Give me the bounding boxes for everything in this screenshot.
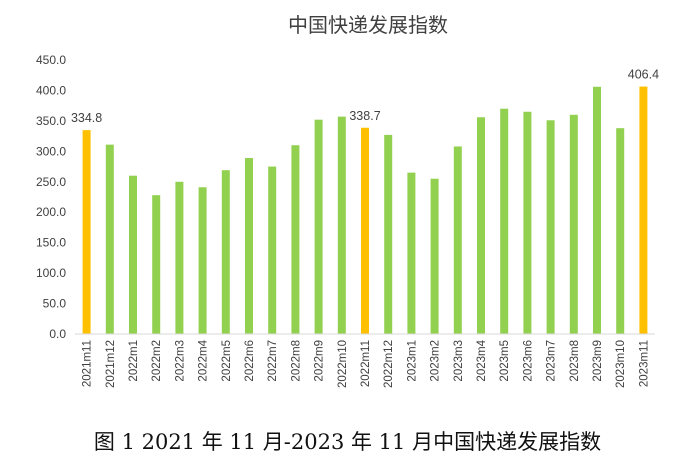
x-tick-label: 2022m2: [151, 340, 163, 382]
x-tick-label: 2023m10: [615, 340, 627, 388]
bar: [291, 145, 300, 334]
data-label: 334.8: [71, 111, 102, 125]
x-tick-label: 2023m5: [499, 340, 511, 382]
x-tick-label: 2023m7: [546, 340, 558, 382]
bar: [384, 134, 393, 334]
bar: [546, 120, 555, 334]
x-tick-label: 2023m2: [430, 340, 442, 382]
bar: [477, 117, 485, 334]
y-tick-label: 100.0: [36, 266, 66, 280]
figure-caption: 图 1 2021 年 11 月-2023 年 11 月中国快递发展指数: [93, 430, 602, 454]
data-label: 406.4: [628, 68, 659, 82]
bar: [523, 111, 532, 334]
bar: [616, 128, 625, 334]
bar: [105, 144, 114, 334]
x-tick-label: 2023m1: [406, 340, 418, 382]
chart-title: 中国快递发展指数: [288, 13, 448, 37]
bar: [407, 172, 416, 334]
x-tick-label: 2022m1: [128, 340, 140, 382]
bar: [569, 114, 578, 334]
x-tick-label: 2022m9: [314, 340, 326, 382]
highlight-bar: [361, 127, 369, 334]
x-axis: 2021m11 2021m12 2022m1 2022m2 2022m3 2022m4 20…: [82, 339, 651, 388]
y-tick-label: 350.0: [36, 114, 66, 128]
bar: [129, 175, 137, 334]
y-tick-label: 400.0: [36, 83, 66, 97]
x-tick-label: 2022m3: [174, 340, 186, 382]
y-tick-label: 50.0: [43, 297, 67, 311]
x-tick-label: 2023m3: [453, 340, 465, 382]
bar: [314, 119, 323, 334]
bar: [268, 166, 277, 334]
x-tick-label: 2022m11: [360, 340, 372, 387]
chart: 中国快递发展指数 0.0 50.0 100.0 150.0 200.0 250.0 300.…: [36, 13, 659, 388]
highlight-bar: [639, 86, 648, 335]
x-tick-label: 2022m4: [198, 339, 210, 381]
bar: [337, 116, 346, 334]
x-tick-label: 2023m11: [638, 340, 650, 387]
bar: [453, 146, 462, 334]
x-tick-label: 2023m6: [522, 340, 534, 382]
y-tick-label: 200.0: [36, 205, 66, 219]
y-tick-label: 450.0: [36, 53, 66, 67]
y-axis: 0.0 50.0 100.0 150.0 200.0 250.0 300.0 350.0 400…: [36, 53, 66, 341]
y-tick-label: 0.0: [49, 327, 66, 341]
bar: [152, 195, 161, 334]
data-labels: 334.8 338.7 406.4: [71, 68, 659, 126]
bar-series: [82, 86, 648, 335]
x-tick-label: 2022m8: [290, 340, 302, 382]
bar: [245, 158, 253, 334]
x-tick-label: 2021m11: [82, 340, 94, 387]
bar: [430, 178, 439, 334]
x-tick-label: 2021m12: [105, 340, 117, 388]
x-tick-label: 2022m6: [244, 340, 256, 382]
x-tick-label: 2022m10: [337, 340, 349, 388]
data-label: 338.7: [349, 109, 380, 123]
highlight-bar: [82, 130, 91, 334]
bar: [198, 187, 207, 334]
y-tick-label: 150.0: [36, 236, 66, 250]
bar: [593, 86, 601, 335]
x-tick-label: 2022m12: [383, 340, 395, 388]
x-tick-label: 2023m9: [592, 340, 604, 382]
x-tick-label: 2022m5: [221, 340, 233, 382]
x-tick-label: 2023m4: [476, 339, 488, 381]
bar: [500, 108, 509, 334]
y-tick-label: 300.0: [36, 144, 66, 158]
bar: [221, 170, 230, 334]
x-tick-label: 2022m7: [267, 340, 279, 382]
x-tick-label: 2023m8: [569, 340, 581, 382]
y-tick-label: 250.0: [36, 175, 66, 189]
bar: [175, 181, 184, 334]
